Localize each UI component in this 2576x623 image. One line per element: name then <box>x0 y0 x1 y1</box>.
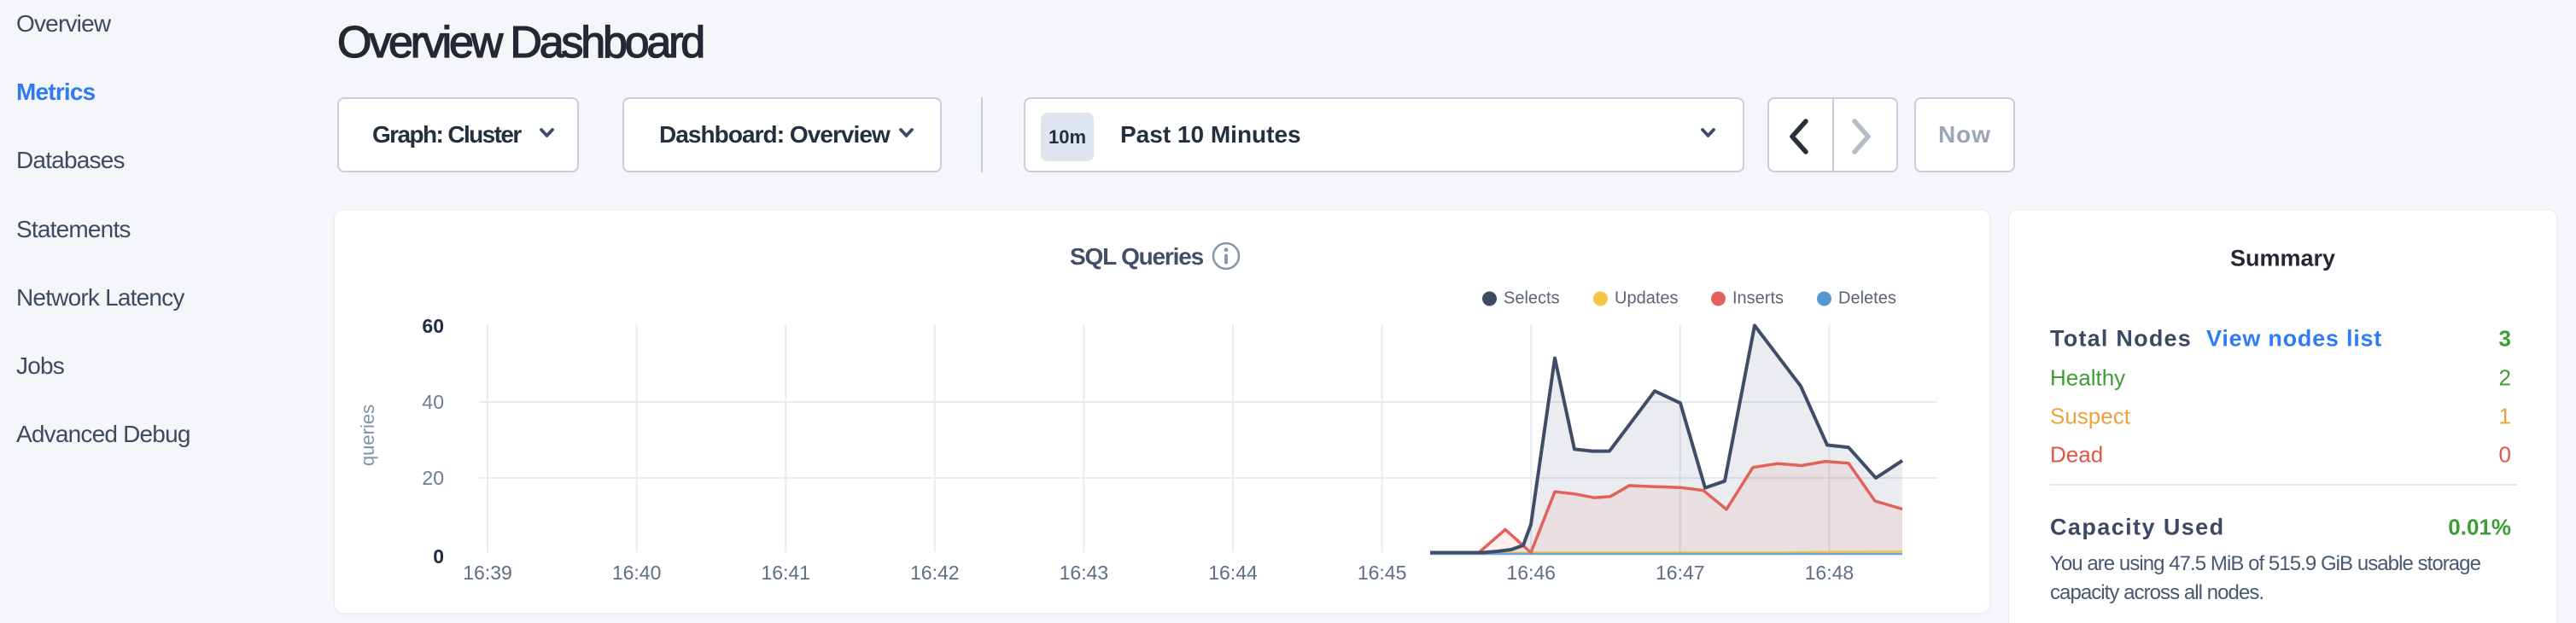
svg-text:16:42: 16:42 <box>910 562 960 584</box>
svg-text:16:40: 16:40 <box>612 562 662 584</box>
svg-text:16:46: 16:46 <box>1506 562 1556 584</box>
svg-text:16:41: 16:41 <box>761 562 810 584</box>
svg-text:16:48: 16:48 <box>1805 562 1855 584</box>
svg-text:16:45: 16:45 <box>1358 562 1407 584</box>
svg-text:16:44: 16:44 <box>1208 562 1258 584</box>
svg-text:queries: queries <box>357 405 378 466</box>
svg-text:16:39: 16:39 <box>463 562 512 584</box>
svg-text:0: 0 <box>433 545 444 568</box>
svg-text:20: 20 <box>422 467 444 489</box>
svg-text:16:43: 16:43 <box>1060 562 1109 584</box>
svg-text:40: 40 <box>422 391 444 413</box>
svg-text:16:47: 16:47 <box>1656 562 1705 584</box>
svg-text:60: 60 <box>422 315 444 337</box>
